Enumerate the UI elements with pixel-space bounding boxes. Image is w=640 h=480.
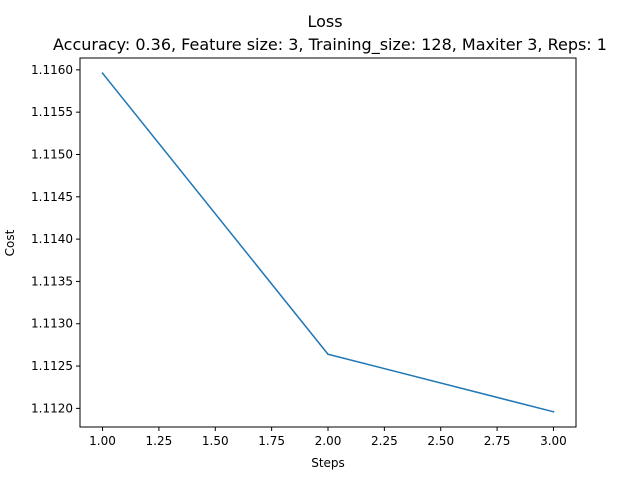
x-tick-label: 1.25: [146, 434, 173, 448]
x-tick-label: 1.50: [202, 434, 229, 448]
y-tick-label: 1.1135: [31, 274, 73, 288]
x-axis-ticks: 1.00 1.25 1.50 1.75 2.00 2.25 2.50 2.75 3.00: [89, 427, 567, 448]
cost-series-line: [101, 72, 555, 413]
x-tick-label: 3.00: [540, 434, 567, 448]
x-tick-label: 2.25: [371, 434, 398, 448]
y-axis-label: Cost: [3, 229, 17, 256]
series-layer: [101, 72, 555, 413]
cost-data-point: [101, 72, 104, 75]
y-tick-label: 1.1145: [31, 190, 73, 204]
plot-frame: [79, 57, 577, 428]
x-axis-label: Steps: [311, 456, 345, 470]
x-tick-label: 1.75: [258, 434, 285, 448]
y-tick-label: 1.1155: [31, 105, 73, 119]
cost-data-point: [327, 353, 329, 356]
y-tick-label: 1.1160: [31, 63, 73, 77]
y-axis-ticks: 1.1120 1.1125 1.1130 1.1135 1.1140 1.1145 1.11…: [31, 63, 80, 415]
chart-title: Loss: [307, 12, 342, 31]
y-tick-label: 1.1130: [31, 317, 73, 331]
y-tick-label: 1.1140: [31, 232, 73, 246]
x-tick-label: 1.00: [89, 434, 116, 448]
y-tick-label: 1.1150: [31, 147, 73, 161]
y-tick-label: 1.1120: [31, 401, 73, 415]
cost-data-point: [552, 410, 555, 413]
x-tick-label: 2.50: [427, 434, 454, 448]
y-tick-label: 1.1125: [31, 359, 73, 373]
x-tick-label: 2.00: [315, 434, 342, 448]
x-tick-label: 2.75: [484, 434, 511, 448]
chart-subtitle: Accuracy: 0.36, Feature size: 3, Trainin…: [53, 35, 607, 55]
